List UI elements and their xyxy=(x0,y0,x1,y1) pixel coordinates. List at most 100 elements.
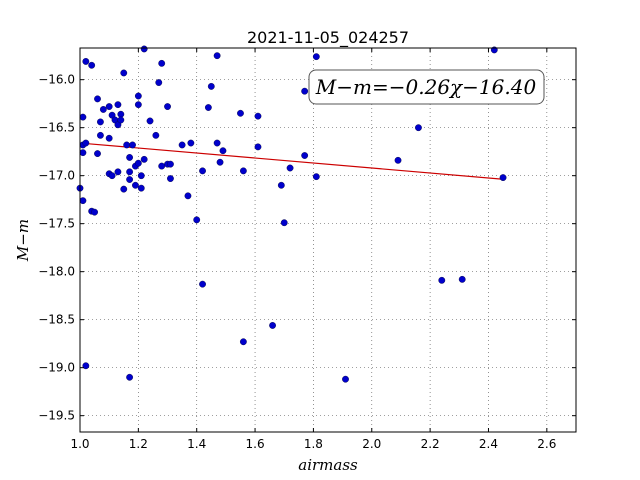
y-axis-label: M−m xyxy=(14,219,32,262)
x-tick-label: 2.6 xyxy=(537,437,556,451)
data-point xyxy=(91,208,98,216)
x-tick-label: 2.4 xyxy=(479,437,498,451)
data-point xyxy=(126,154,134,161)
data-point xyxy=(415,124,422,132)
equation-annotation: M−m=−0.26χ−16.40 xyxy=(308,69,545,105)
data-point xyxy=(216,158,224,166)
data-point xyxy=(99,106,107,113)
data-point xyxy=(137,184,145,192)
annotation-box xyxy=(308,69,545,105)
data-point xyxy=(254,112,262,120)
data-point xyxy=(126,176,134,183)
data-point xyxy=(219,147,227,155)
fit-line xyxy=(79,142,504,180)
data-point xyxy=(237,109,244,117)
data-point xyxy=(79,113,87,121)
data-point xyxy=(117,110,125,118)
y-tick-label: −16.5 xyxy=(38,121,75,135)
data-point xyxy=(301,87,309,95)
y-tick-label: −16.0 xyxy=(38,73,75,87)
data-point xyxy=(254,143,262,151)
data-point xyxy=(105,134,113,142)
data-point xyxy=(342,375,349,383)
data-point xyxy=(184,192,192,200)
data-point xyxy=(312,173,320,181)
data-point xyxy=(438,276,446,284)
axis-ticks: 1.0 1.2 1.4 1.6 1.8 2.0 2.2 2.4 2.6 −16.0 −16.5 −17… xyxy=(38,48,576,451)
data-point xyxy=(97,131,104,139)
data-point xyxy=(312,53,320,61)
x-tick-label: 1.6 xyxy=(246,437,265,451)
data-point xyxy=(94,150,101,158)
data-point xyxy=(134,159,142,167)
data-point xyxy=(269,322,276,329)
x-tick-label: 1.2 xyxy=(129,437,148,451)
data-point xyxy=(204,104,212,111)
data-point xyxy=(120,185,128,193)
data-point xyxy=(79,149,87,157)
y-tick-label: −17.0 xyxy=(38,169,75,183)
plot-frame xyxy=(79,47,577,433)
x-tick-label: 1.0 xyxy=(70,437,89,451)
data-point xyxy=(123,141,131,149)
data-point xyxy=(158,59,166,67)
data-point xyxy=(140,155,148,163)
data-point xyxy=(134,92,142,100)
data-point xyxy=(117,116,125,124)
data-point xyxy=(140,45,148,53)
data-point xyxy=(394,156,402,164)
data-point xyxy=(152,131,160,139)
y-tick-label: −18.5 xyxy=(38,313,75,327)
data-point xyxy=(239,338,247,346)
x-tick-label: 1.4 xyxy=(187,437,206,451)
data-point xyxy=(82,58,90,65)
data-point xyxy=(126,373,134,381)
fit-equation: M−m=−0.26χ−16.40 xyxy=(315,75,537,99)
data-point xyxy=(213,139,221,147)
data-point xyxy=(458,275,466,283)
y-tick-label: −17.5 xyxy=(38,217,75,231)
data-point xyxy=(82,139,90,147)
data-point xyxy=(79,197,87,205)
data-point xyxy=(146,117,154,125)
data-point xyxy=(239,167,247,175)
data-point xyxy=(199,280,206,288)
data-point xyxy=(105,103,113,110)
data-point xyxy=(213,52,221,60)
data-point xyxy=(280,219,288,227)
data-point xyxy=(193,216,201,224)
data-point xyxy=(301,152,309,159)
data-point xyxy=(277,181,285,189)
data-point xyxy=(126,168,134,176)
data-point xyxy=(114,101,122,109)
data-point xyxy=(158,162,166,170)
data-point xyxy=(199,167,206,175)
x-tick-label: 2.0 xyxy=(362,437,381,451)
data-point xyxy=(120,69,128,77)
x-tick-label: 1.8 xyxy=(304,437,323,451)
y-tick-label: −19.5 xyxy=(38,409,75,423)
y-tick-label: −19.0 xyxy=(38,361,75,375)
chart-title: 2021-11-05_024257 xyxy=(247,28,409,48)
data-point xyxy=(97,118,104,126)
data-point xyxy=(187,139,195,147)
x-tick-label: 2.2 xyxy=(421,437,440,451)
data-point xyxy=(134,101,142,109)
data-point xyxy=(167,175,174,182)
data-point xyxy=(167,160,174,168)
data-point xyxy=(94,95,101,103)
data-point xyxy=(88,61,96,69)
data-point xyxy=(108,172,116,180)
data-point xyxy=(178,141,186,149)
data-point xyxy=(207,83,215,90)
data-point xyxy=(499,174,507,182)
data-point xyxy=(155,79,163,86)
data-point xyxy=(137,172,145,180)
data-point xyxy=(129,141,136,149)
data-points xyxy=(76,45,507,383)
y-tick-label: −18.0 xyxy=(38,265,75,279)
data-point xyxy=(82,362,90,370)
data-point xyxy=(114,168,122,176)
data-point xyxy=(286,164,294,172)
